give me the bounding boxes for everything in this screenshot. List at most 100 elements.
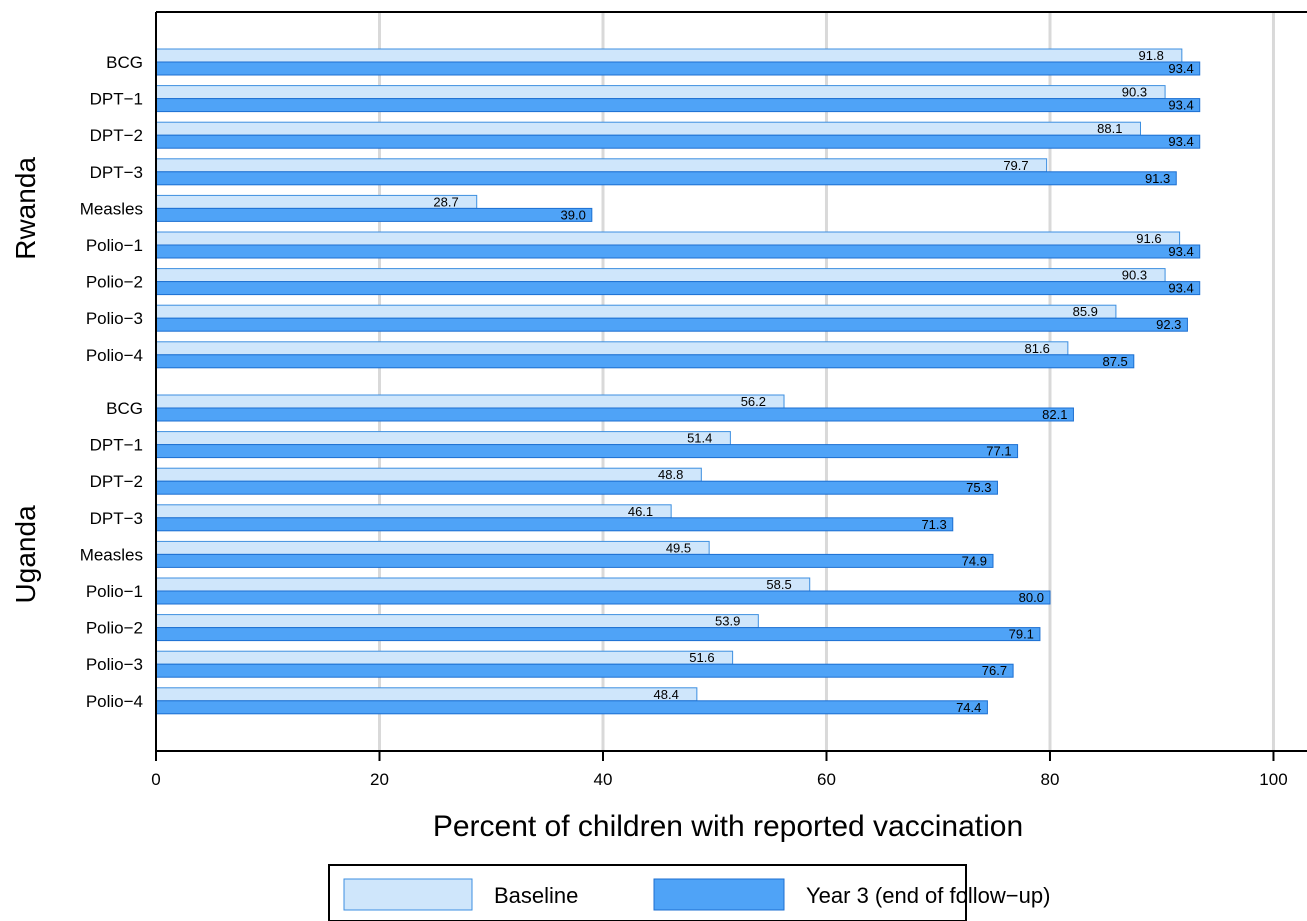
data-label-baseline: 90.3 — [1122, 268, 1147, 283]
category-label: DPT−3 — [90, 509, 143, 528]
x-tick-label: 0 — [151, 770, 160, 789]
bar-baseline — [155, 687, 698, 702]
data-label-year3: 93.4 — [1168, 281, 1193, 296]
bar-baseline — [155, 85, 1166, 100]
category-label: DPT−2 — [90, 472, 143, 491]
legend: Baseline Year 3 (end of follow−up) — [328, 864, 1050, 921]
bar-baseline — [155, 394, 785, 409]
bars — [155, 48, 1201, 715]
x-tick-label: 80 — [1041, 770, 1060, 789]
group-label: Rwanda — [10, 157, 41, 260]
x-tick-label: 40 — [594, 770, 613, 789]
data-label-year3: 74.4 — [956, 700, 981, 715]
legend-swatch-year3 — [653, 878, 785, 911]
category-label: Polio−2 — [86, 619, 143, 638]
data-label-year3: 75.3 — [966, 480, 991, 495]
legend-label-year3: Year 3 (end of follow−up) — [806, 883, 1050, 908]
bar-baseline — [155, 504, 672, 519]
category-label: Measles — [80, 199, 143, 218]
bar-baseline — [155, 121, 1141, 136]
bar-year3 — [155, 517, 954, 532]
category-label: Polio−1 — [86, 236, 143, 255]
category-label: DPT−1 — [90, 436, 143, 455]
data-label-baseline: 91.6 — [1136, 231, 1161, 246]
data-label-baseline: 58.5 — [766, 577, 791, 592]
data-label-year3: 77.1 — [986, 444, 1011, 459]
data-label-year3: 93.4 — [1168, 98, 1193, 113]
x-tick-label: 100 — [1259, 770, 1287, 789]
data-label-baseline: 81.6 — [1025, 341, 1050, 356]
category-label: Polio−4 — [86, 692, 143, 711]
category-label: Polio−3 — [86, 655, 143, 674]
data-label-year3: 80.0 — [1019, 590, 1044, 605]
data-label-baseline: 48.4 — [654, 687, 679, 702]
bar-baseline — [155, 304, 1117, 319]
bar-year3 — [155, 480, 998, 495]
data-label-year3: 92.3 — [1156, 317, 1181, 332]
bar-year3 — [155, 61, 1201, 76]
data-label-year3: 93.4 — [1168, 61, 1193, 76]
bar-year3 — [155, 553, 994, 568]
bar-baseline — [155, 540, 710, 555]
bar-baseline — [155, 268, 1166, 283]
bar-baseline — [155, 231, 1181, 246]
bar-year3 — [155, 244, 1201, 259]
data-label-year3: 87.5 — [1102, 354, 1127, 369]
legend-label-baseline: Baseline — [494, 883, 578, 908]
data-label-baseline: 85.9 — [1073, 304, 1098, 319]
data-label-year3: 79.1 — [1009, 627, 1034, 642]
x-tick-label: 20 — [370, 770, 389, 789]
data-label-baseline: 79.7 — [1003, 158, 1028, 173]
category-label: BCG — [106, 53, 143, 72]
bar-year3 — [155, 98, 1201, 113]
data-label-baseline: 49.5 — [666, 540, 691, 555]
x-axis-title: Percent of children with reported vaccin… — [433, 810, 1023, 843]
data-label-year3: 76.7 — [982, 663, 1007, 678]
category-label: DPT−2 — [90, 126, 143, 145]
data-label-baseline: 90.3 — [1122, 85, 1147, 100]
data-label-year3: 91.3 — [1145, 171, 1170, 186]
data-label-baseline: 46.1 — [628, 504, 653, 519]
bar-baseline — [155, 431, 731, 446]
category-label: Polio−1 — [86, 582, 143, 601]
data-label-year3: 93.4 — [1168, 244, 1193, 259]
category-label: Polio−2 — [86, 273, 143, 292]
data-label-baseline: 51.4 — [687, 431, 712, 446]
bar-baseline — [155, 467, 702, 482]
category-label: DPT−1 — [90, 90, 143, 109]
x-tick-label: 60 — [817, 770, 836, 789]
bar-year3 — [155, 354, 1135, 369]
data-label-baseline: 28.7 — [433, 194, 458, 209]
category-label: Polio−3 — [86, 309, 143, 328]
bar-year3 — [155, 281, 1201, 296]
bar-year3 — [155, 407, 1074, 422]
bar-year3 — [155, 317, 1188, 332]
bar-year3 — [155, 171, 1177, 186]
bar-baseline — [155, 341, 1069, 356]
bar-year3 — [155, 700, 988, 715]
category-label: Polio−4 — [86, 346, 143, 365]
bar-baseline — [155, 650, 734, 665]
bar-baseline — [155, 614, 759, 629]
data-label-baseline: 53.9 — [715, 614, 740, 629]
bar-baseline — [155, 48, 1183, 63]
category-label: DPT−3 — [90, 163, 143, 182]
data-label-baseline: 88.1 — [1097, 121, 1122, 136]
bar-year3 — [155, 134, 1201, 149]
labels: 91.8 93.4 BCG 90.3 93.4 DPT−1 88.1 93.4 DPT−2 79.… — [10, 48, 1194, 715]
data-label-baseline: 56.2 — [741, 394, 766, 409]
category-label: BCG — [106, 399, 143, 418]
data-label-year3: 82.1 — [1042, 407, 1067, 422]
axes: 0 20 40 60 80 100 — [151, 11, 1307, 789]
data-label-baseline: 48.8 — [658, 467, 683, 482]
bar-year3 — [155, 444, 1019, 459]
bar-baseline — [155, 158, 1048, 173]
data-label-baseline: 51.6 — [689, 650, 714, 665]
data-label-year3: 74.9 — [962, 553, 987, 568]
bar-year3 — [155, 663, 1014, 678]
bar-year3 — [155, 590, 1051, 605]
category-label: Measles — [80, 545, 143, 564]
bar-year3 — [155, 207, 593, 222]
bar-baseline — [155, 577, 811, 592]
